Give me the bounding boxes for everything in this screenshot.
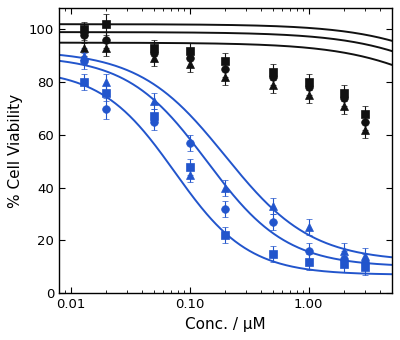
Y-axis label: % Cell Viability: % Cell Viability: [8, 94, 23, 208]
X-axis label: Conc. / μM: Conc. / μM: [185, 317, 266, 332]
